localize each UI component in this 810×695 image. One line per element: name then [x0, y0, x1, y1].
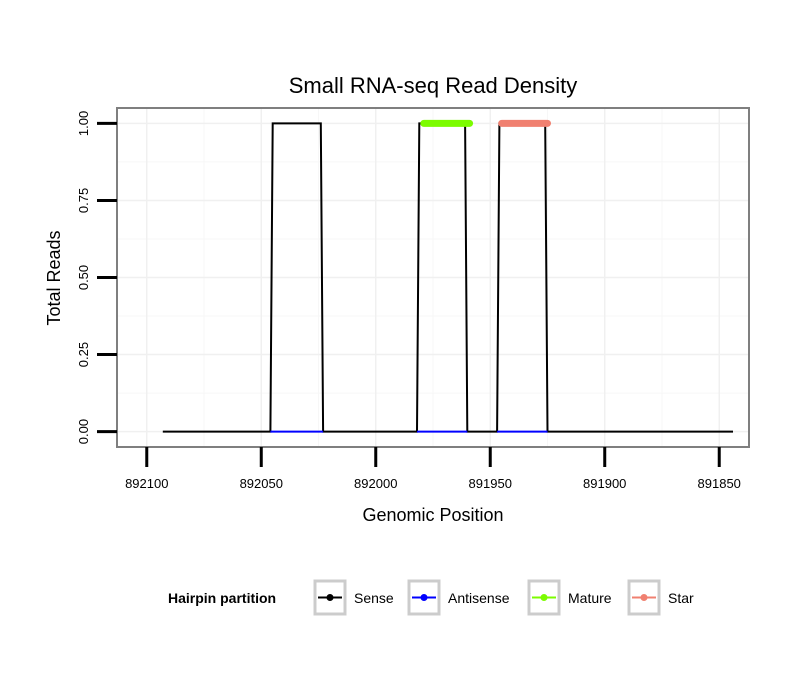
- legend-label-star: Star: [668, 590, 694, 606]
- x-tick-label: 891850: [698, 476, 741, 491]
- x-tick-label: 892050: [240, 476, 283, 491]
- legend-title: Hairpin partition: [168, 590, 276, 606]
- legend-label-mature: Mature: [568, 590, 612, 606]
- x-tick-label: 891900: [583, 476, 626, 491]
- axis-layer: 0.00 0.25 0.50 0.75 1.00 892100 892050 892000 89…: [76, 111, 741, 491]
- x-tick-label: 891950: [469, 476, 512, 491]
- y-tick-label: 0.75: [76, 188, 91, 213]
- legend-label-antisense: Antisense: [448, 590, 510, 606]
- series-layer: [162, 119, 733, 433]
- chart-title: Small RNA-seq Read Density: [289, 73, 578, 98]
- legend: Hairpin partition Sense Antisense Mature St…: [168, 579, 694, 616]
- x-tick-label: 892100: [125, 476, 168, 491]
- x-tick-label: 892000: [354, 476, 397, 491]
- legend-key-mature-point: [540, 594, 548, 601]
- y-tick-label: 0.50: [76, 265, 91, 290]
- y-axis-label: Total Reads: [44, 230, 64, 325]
- legend-label-sense: Sense: [354, 590, 394, 606]
- legend-key-star-point: [640, 594, 648, 601]
- y-tick-label: 0.00: [76, 419, 91, 444]
- legend-key-sense-point: [326, 594, 334, 601]
- legend-key-antisense-point: [420, 594, 428, 601]
- x-axis-label: Genomic Position: [362, 505, 503, 525]
- legend-keys: Sense Antisense Mature Star: [313, 579, 694, 616]
- y-tick-label: 0.25: [76, 342, 91, 367]
- y-tick-label: 1.00: [76, 111, 91, 136]
